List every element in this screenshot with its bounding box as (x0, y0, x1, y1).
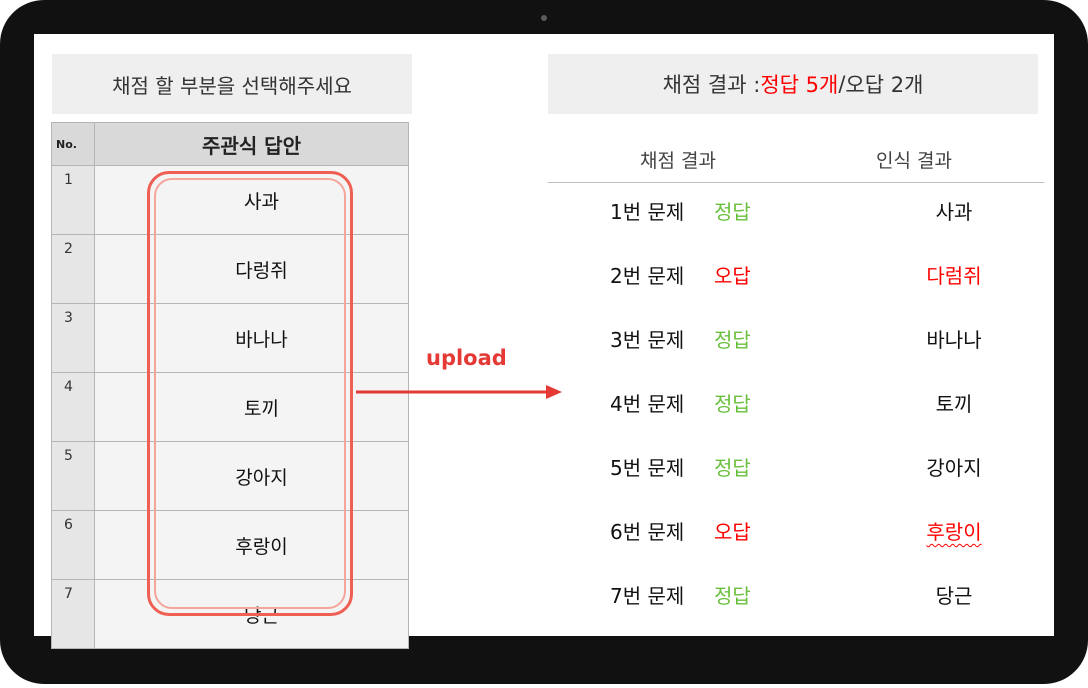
row-number: 1 (51, 165, 95, 235)
row-number: 7 (51, 579, 95, 649)
handwritten-answer[interactable]: 강아지 (94, 441, 409, 511)
answer-sheet-table: No. 주관식 답안 1 사과 2 다렁쥐 3 바나나 4 (51, 122, 409, 649)
column-header-answer: 주관식 답안 (94, 122, 409, 166)
recognized-text: 다럼쥐 (926, 264, 982, 288)
answer-row: 2 다렁쥐 (51, 234, 409, 304)
result-row: 1번 문제 정답 사과 (594, 196, 1014, 236)
recognized-text: 후랑이 (926, 520, 982, 544)
camera-dot (541, 15, 547, 21)
question-label: 3번 문제 (610, 328, 685, 352)
row-number: 2 (51, 234, 95, 304)
summary-correct-count: 정답 5개 (760, 73, 839, 97)
grading-result-summary: 채점 결과 : 정답 5개 / 오답 2개 (548, 54, 1038, 114)
recognized-text: 사과 (935, 200, 973, 224)
grading-status: 정답 (714, 200, 751, 224)
question-label: 6번 문제 (610, 520, 685, 544)
result-row: 5번 문제 정답 강아지 (594, 452, 1014, 492)
question-label: 5번 문제 (610, 456, 685, 480)
row-number: 4 (51, 372, 95, 442)
answer-row: 5 강아지 (51, 441, 409, 511)
selection-highlight-inner (154, 178, 346, 609)
recognized-text: 바나나 (926, 328, 982, 352)
answer-row: 3 바나나 (51, 303, 409, 373)
recognized-text: 토끼 (935, 392, 973, 416)
header-divider (548, 182, 1044, 183)
column-header-no: No. (51, 122, 95, 166)
summary-prefix: 채점 결과 : (662, 73, 761, 97)
handwritten-answer[interactable]: 후랑이 (94, 510, 409, 580)
row-number: 5 (51, 441, 95, 511)
recognized-text: 당근 (935, 584, 973, 608)
upload-arrow-icon (356, 385, 562, 399)
question-label: 1번 문제 (610, 200, 685, 224)
select-area-instruction: 채점 할 부분을 선택해주세요 (52, 54, 412, 114)
handwritten-answer[interactable]: 토끼 (94, 372, 409, 442)
grading-status: 오답 (714, 264, 751, 288)
result-row: 4번 문제 정답 토끼 (594, 388, 1014, 428)
result-row: 3번 문제 정답 바나나 (594, 324, 1014, 364)
handwritten-answer[interactable]: 사과 (94, 165, 409, 235)
handwritten-answer[interactable]: 바나나 (94, 303, 409, 373)
handwritten-answer[interactable]: 다렁쥐 (94, 234, 409, 304)
upload-label: upload (426, 346, 507, 370)
result-row: 2번 문제 오답 다럼쥐 (594, 260, 1014, 300)
summary-separator: / (838, 72, 846, 96)
column-header-grading: 채점 결과 (640, 150, 716, 172)
tablet-screen: 채점 할 부분을 선택해주세요 No. 주관식 답안 1 사과 2 다렁쥐 3 (34, 34, 1054, 649)
grading-status: 정답 (714, 392, 751, 416)
question-label: 4번 문제 (610, 392, 685, 416)
selection-highlight-box[interactable] (147, 171, 353, 616)
grading-status: 정답 (714, 328, 751, 352)
answer-row: 6 후랑이 (51, 510, 409, 580)
column-header-recognition: 인식 결과 (876, 150, 952, 172)
row-number: 6 (51, 510, 95, 580)
grading-status: 정답 (714, 456, 751, 480)
answer-row: 4 토끼 (51, 372, 409, 442)
question-label: 7번 문제 (610, 584, 685, 608)
grading-status: 정답 (714, 584, 751, 608)
answer-row: 1 사과 (51, 165, 409, 235)
question-label: 2번 문제 (610, 264, 685, 288)
summary-wrong-count: 오답 2개 (845, 73, 924, 97)
result-row: 6번 문제 오답 후랑이 (594, 516, 1014, 556)
grading-status: 오답 (714, 520, 751, 544)
recognized-text: 강아지 (926, 456, 982, 480)
result-row: 7번 문제 정답 당근 (594, 580, 1014, 620)
row-number: 3 (51, 303, 95, 373)
